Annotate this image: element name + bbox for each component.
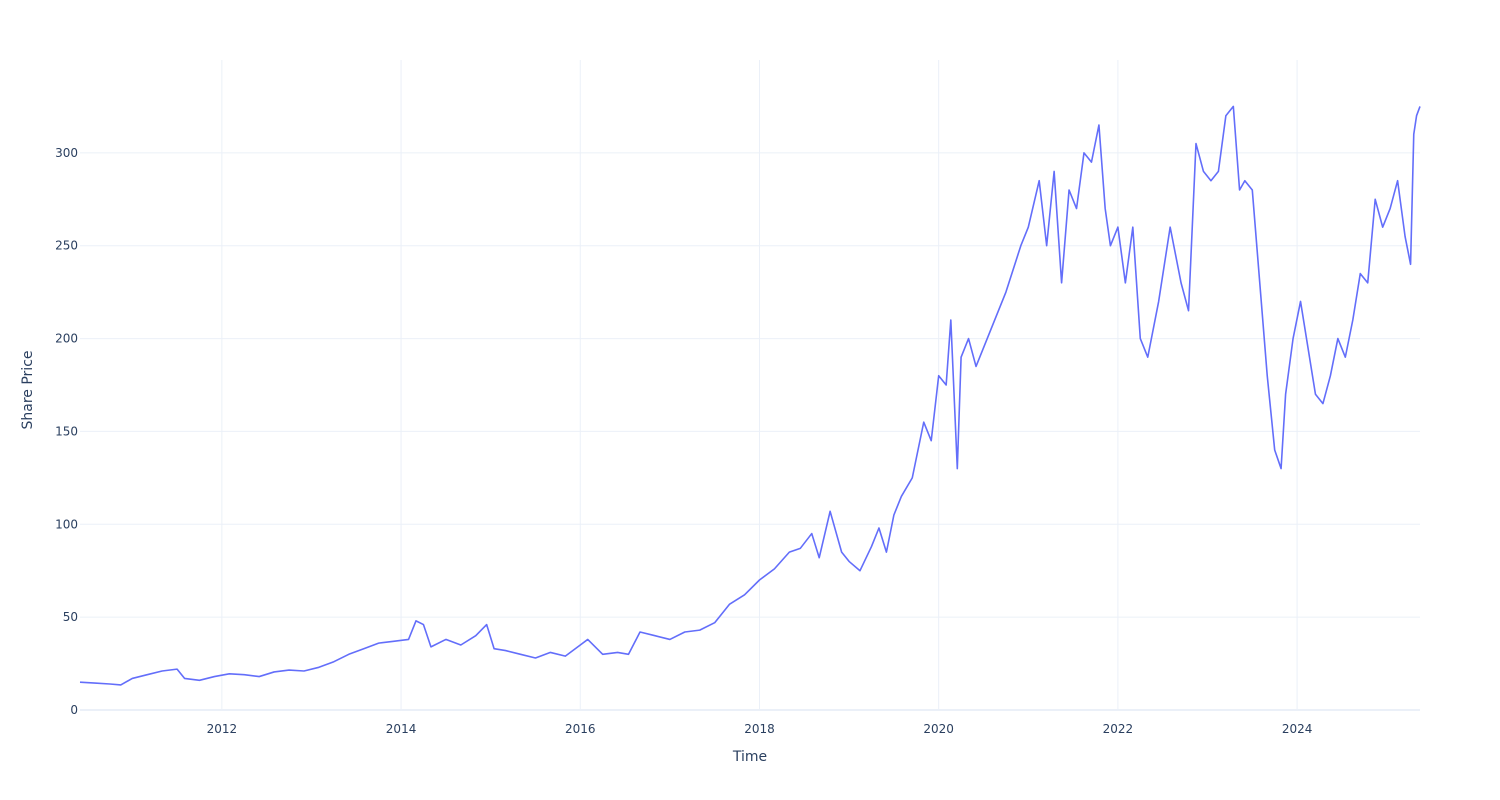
x-tick-label: 2016 [565, 722, 596, 736]
y-tick-label: 50 [63, 610, 78, 624]
x-tick-label: 2012 [207, 722, 238, 736]
series-line-0 [79, 105, 1421, 686]
x-tick-label: 2022 [1103, 722, 1134, 736]
y-tick-label: 300 [55, 146, 78, 160]
y-tick-label: 150 [55, 424, 78, 438]
x-tick-label: 2024 [1282, 722, 1313, 736]
x-tick-label: 2020 [923, 722, 954, 736]
x-tick-label: 2014 [386, 722, 417, 736]
y-tick-label: 100 [55, 517, 78, 531]
x-tick-label: 2018 [744, 722, 775, 736]
y-tick-label: 200 [55, 332, 78, 346]
axes: 2012 2014 2016 2018 2020 2022 2024 0 50 100 150 200… [55, 146, 1312, 736]
x-axis-title: Time [732, 749, 767, 765]
y-tick-label: 250 [55, 239, 78, 253]
y-axis-title: Share Price [20, 350, 36, 429]
grid-layer [80, 60, 1420, 711]
plot-area [79, 105, 1421, 686]
y-tick-label: 0 [70, 703, 78, 717]
